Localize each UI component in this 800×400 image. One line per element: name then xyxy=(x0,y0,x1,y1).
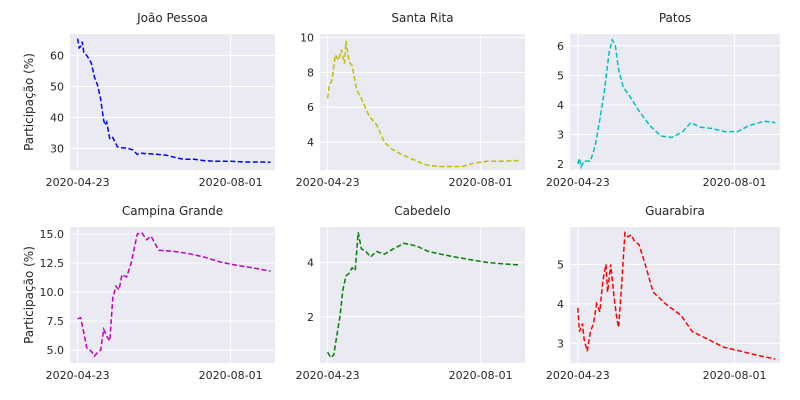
y-tick-label: 4 xyxy=(557,99,564,112)
x-tick-label: 2020-08-01 xyxy=(703,176,767,189)
y-tick-label: 40 xyxy=(50,111,64,124)
y-tick-label: 12.5 xyxy=(40,257,65,270)
y-tick-label: 4 xyxy=(557,298,564,311)
series-line xyxy=(577,230,776,360)
y-tick-label: 6 xyxy=(557,40,564,53)
x-tick-label: 2020-04-23 xyxy=(296,176,360,189)
series-line xyxy=(326,232,521,359)
y-tick-label: 5 xyxy=(557,69,564,82)
chart-panel: 4 6 8 10 2020-04-23 2020-08-01 Santa Rita xyxy=(296,11,525,189)
y-tick-label: 30 xyxy=(50,142,64,155)
y-tick-label: 4 xyxy=(307,136,314,149)
y-axis-label: Participação (%) xyxy=(22,53,36,151)
panel-title: Guarabira xyxy=(645,204,705,218)
series-line xyxy=(577,37,776,170)
plot-area xyxy=(70,34,275,170)
y-tick-label: 50 xyxy=(50,81,64,94)
x-tick-label: 2020-04-23 xyxy=(46,176,110,189)
y-tick-label: 2 xyxy=(307,311,314,324)
chart-panel: 2 3 4 5 6 2020-04-23 2020-08-01 Patos xyxy=(546,11,780,189)
panel-title: Patos xyxy=(659,11,691,25)
panel-title: Campina Grande xyxy=(122,204,223,218)
plot-area xyxy=(570,34,780,170)
y-tick-label: 10.0 xyxy=(40,286,65,299)
chart-panel: 5.0 7.5 10.0 12.5 15.0 2020-04-23 2020-08-01 Ca… xyxy=(22,204,275,382)
chart-panel: 30 40 50 60 2020-04-23 2020-08-01 João Pessoa P… xyxy=(22,11,275,189)
plot-area xyxy=(320,227,525,363)
plot-area xyxy=(570,227,780,363)
x-tick-label: 2020-04-23 xyxy=(546,176,610,189)
panel-title: João Pessoa xyxy=(136,11,208,25)
y-tick-label: 5 xyxy=(557,258,564,271)
plot-area xyxy=(70,227,275,363)
y-tick-label: 8 xyxy=(307,66,314,79)
plot-area xyxy=(320,34,525,170)
x-tick-label: 2020-08-01 xyxy=(449,369,513,382)
y-tick-label: 3 xyxy=(557,129,564,142)
x-tick-label: 2020-08-01 xyxy=(199,176,263,189)
series-line xyxy=(326,40,521,168)
chart-panel: 2 4 2020-04-23 2020-08-01 Cabedelo xyxy=(296,204,525,382)
y-tick-label: 6 xyxy=(307,101,314,114)
y-tick-label: 2 xyxy=(557,158,564,171)
y-tick-label: 3 xyxy=(557,337,564,350)
x-tick-label: 2020-08-01 xyxy=(199,369,263,382)
y-tick-label: 60 xyxy=(50,50,64,63)
y-tick-label: 7.5 xyxy=(47,315,65,328)
x-tick-label: 2020-04-23 xyxy=(46,369,110,382)
y-tick-label: 15.0 xyxy=(40,228,65,241)
chart-panel: 3 4 5 2020-04-23 2020-08-01 Guarabira xyxy=(546,204,780,382)
x-tick-label: 2020-04-23 xyxy=(546,369,610,382)
panel-title: Santa Rita xyxy=(391,11,453,25)
x-tick-label: 2020-08-01 xyxy=(449,176,513,189)
y-tick-label: 4 xyxy=(307,256,314,269)
x-tick-label: 2020-04-23 xyxy=(296,369,360,382)
series-line xyxy=(76,38,271,164)
panel-title: Cabedelo xyxy=(394,204,450,218)
x-tick-label: 2020-08-01 xyxy=(703,369,767,382)
y-tick-label: 10 xyxy=(300,31,314,44)
y-axis-label: Participação (%) xyxy=(22,246,36,344)
y-tick-label: 5.0 xyxy=(47,344,65,357)
